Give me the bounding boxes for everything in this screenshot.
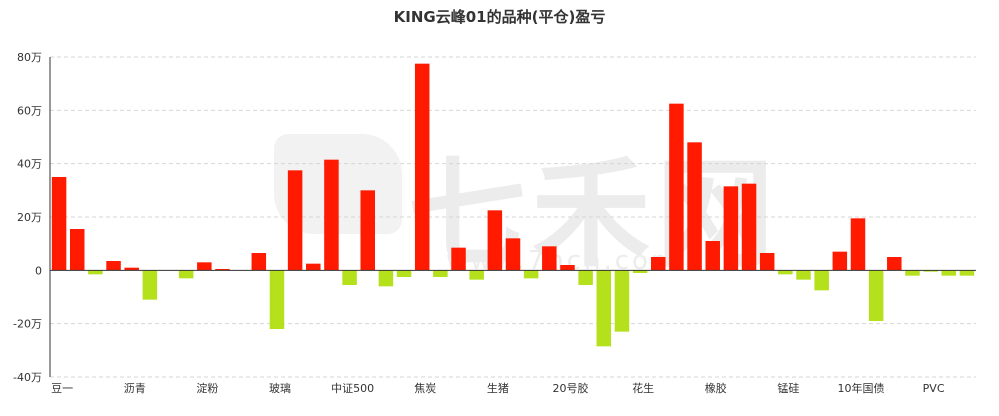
bar — [469, 270, 484, 280]
bar — [523, 270, 539, 279]
bar — [142, 270, 158, 300]
bar — [560, 265, 575, 271]
bar — [959, 270, 975, 276]
x-tick-label: 锰硅 — [777, 381, 799, 395]
bar — [651, 257, 666, 271]
bar — [759, 253, 775, 271]
bar — [451, 247, 466, 271]
x-tick-label: 生猪 — [487, 381, 509, 395]
bar — [887, 257, 902, 271]
bar — [251, 253, 267, 271]
x-tick-label: 焦炭 — [414, 382, 436, 395]
bar — [850, 218, 866, 271]
chart-title: KING云峰01的品种(平仓)盈亏 — [393, 8, 606, 26]
bar — [69, 229, 85, 271]
x-tick-label: 中证500 — [331, 382, 374, 395]
bar — [578, 270, 593, 285]
x-tick-label: PVC — [923, 382, 945, 395]
bar — [51, 177, 67, 271]
bar — [197, 262, 212, 271]
bar — [542, 246, 557, 271]
y-tick-label: 0 — [35, 264, 42, 277]
bar — [905, 270, 920, 276]
bar — [287, 170, 303, 271]
bar — [215, 269, 230, 271]
bar — [124, 267, 139, 271]
bar — [868, 270, 884, 321]
bars — [51, 63, 975, 347]
bar — [723, 186, 739, 271]
bar — [687, 142, 702, 271]
bar — [923, 270, 938, 272]
x-tick-label: 20号胶 — [552, 381, 588, 395]
bar — [269, 270, 285, 329]
bar — [505, 238, 521, 271]
bar — [414, 63, 430, 271]
bar — [396, 270, 412, 277]
x-tick-label: 玻璃 — [269, 381, 291, 395]
bar — [106, 261, 121, 271]
bar — [632, 270, 648, 273]
bar — [88, 270, 103, 275]
y-tick-label: 20万 — [17, 211, 42, 224]
bar — [306, 263, 321, 271]
bar — [941, 270, 957, 276]
bar — [360, 190, 375, 271]
x-tick-label: 豆一 — [51, 382, 73, 395]
bar — [614, 270, 630, 332]
x-tick-label: 花生 — [632, 381, 654, 395]
bar — [487, 210, 503, 271]
bar — [178, 270, 194, 279]
y-tick-label: -20万 — [13, 318, 42, 331]
y-tick-label: 80万 — [17, 51, 42, 64]
bar — [669, 103, 684, 271]
bar — [433, 270, 448, 277]
x-tick-label: 淀粉 — [196, 381, 218, 395]
bar — [741, 183, 757, 271]
x-tick-label: 沥青 — [124, 382, 146, 395]
y-tick-label: 40万 — [17, 158, 42, 171]
bar — [324, 159, 339, 271]
x-tick-label: 10年国债 — [837, 381, 884, 395]
bar — [832, 251, 848, 271]
bar — [814, 270, 829, 291]
bar — [596, 270, 612, 347]
y-tick-label: 60万 — [17, 104, 42, 117]
grid-lines — [50, 56, 976, 378]
bar — [778, 270, 793, 275]
bar — [378, 270, 394, 287]
y-tick-label: -40万 — [13, 371, 42, 384]
bar — [796, 270, 811, 280]
bar — [705, 241, 720, 271]
bar — [342, 270, 357, 285]
x-tick-label: 橡胶 — [705, 381, 727, 395]
